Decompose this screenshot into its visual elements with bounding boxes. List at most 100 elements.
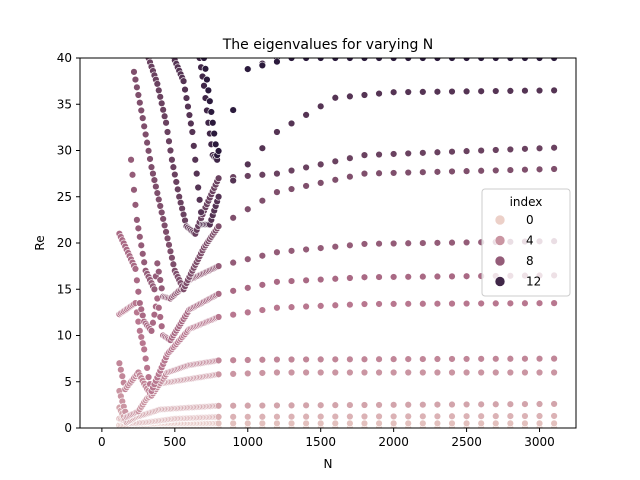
data-point: [139, 250, 147, 258]
data-point: [147, 163, 156, 171]
data-point: [550, 299, 558, 307]
x-tick-label: 3000: [524, 435, 555, 449]
data-point: [521, 87, 529, 95]
data-point: [433, 355, 442, 363]
data-point: [229, 287, 237, 295]
data-point: [168, 254, 176, 262]
data-point: [521, 299, 529, 307]
data-point: [404, 239, 412, 247]
data-point: [477, 400, 485, 409]
data-point: [229, 106, 237, 114]
data-point: [360, 368, 369, 377]
data-point: [404, 412, 412, 421]
data-point: [258, 171, 267, 179]
data-point: [229, 356, 237, 364]
data-point: [477, 87, 485, 95]
data-point: [506, 299, 515, 308]
data-point: [143, 138, 151, 147]
data-point: [244, 419, 252, 428]
data-point: [162, 228, 170, 236]
legend-marker: [494, 214, 506, 226]
data-point: [214, 262, 223, 270]
data-point: [133, 83, 141, 91]
data-point: [462, 368, 471, 377]
data-point: [506, 87, 515, 95]
data-point: [346, 173, 354, 181]
data-point: [157, 322, 166, 330]
data-point: [287, 58, 296, 62]
data-point: [389, 58, 398, 62]
data-point: [163, 128, 172, 136]
data-point: [214, 413, 223, 421]
data-point: [160, 112, 169, 120]
data-point: [317, 244, 325, 252]
data-point: [521, 166, 529, 174]
data-point: [229, 310, 237, 319]
data-point: [214, 419, 223, 428]
legend-label: 8: [526, 254, 534, 268]
data-point: [244, 172, 252, 180]
data-point: [317, 58, 325, 62]
y-tick-label: 35: [57, 97, 72, 111]
data-point: [214, 222, 223, 231]
data-point: [404, 355, 412, 363]
series-4: [115, 368, 558, 421]
data-point: [521, 419, 529, 428]
data-point: [157, 284, 166, 293]
data-point: [419, 355, 427, 363]
data-point: [492, 146, 500, 154]
legend-box: [481, 188, 571, 297]
legend-marker: [494, 255, 506, 267]
data-point: [462, 299, 471, 308]
data-point: [506, 145, 515, 154]
chart-title: The eigenvalues for varying N: [222, 37, 434, 53]
data-point: [206, 97, 214, 105]
data-point: [477, 412, 485, 420]
data-point: [419, 412, 427, 421]
data-point: [159, 106, 167, 114]
data-point: [360, 355, 369, 363]
data-point: [360, 273, 369, 281]
x-tick-label: 2500: [451, 435, 482, 449]
data-point: [302, 355, 310, 364]
data-point: [433, 58, 442, 62]
data-point: [207, 108, 215, 116]
data-point: [287, 368, 296, 377]
data-point: [287, 119, 296, 128]
data-point: [317, 302, 325, 310]
data-point: [156, 93, 164, 101]
y-tick-label: 15: [57, 282, 72, 296]
data-point: [155, 267, 163, 276]
data-point: [302, 163, 310, 172]
data-point: [360, 58, 369, 62]
data-point: [115, 359, 124, 367]
data-point: [166, 146, 175, 155]
data-point: [550, 400, 558, 408]
data-point: [118, 372, 127, 380]
data-point: [404, 88, 412, 96]
data-point: [131, 75, 140, 84]
data-point: [331, 176, 339, 184]
data-point: [160, 221, 169, 230]
data-point: [492, 368, 500, 377]
data-point: [210, 129, 218, 138]
data-point: [331, 243, 339, 251]
data-point: [144, 373, 153, 381]
data-point: [258, 144, 267, 152]
data-point: [550, 412, 558, 420]
data-point: [462, 272, 471, 280]
data-point: [302, 111, 310, 119]
data-point: [159, 215, 167, 223]
data-point: [448, 148, 456, 156]
data-point: [193, 169, 201, 178]
data-point: [136, 299, 144, 307]
data-point: [433, 419, 442, 428]
data-point: [550, 354, 558, 363]
data-point: [389, 88, 398, 96]
data-point: [130, 68, 138, 76]
data-point: [137, 106, 145, 115]
data-point: [244, 369, 252, 378]
data-point: [433, 148, 442, 156]
data-point: [273, 128, 281, 136]
data-point: [389, 239, 398, 248]
